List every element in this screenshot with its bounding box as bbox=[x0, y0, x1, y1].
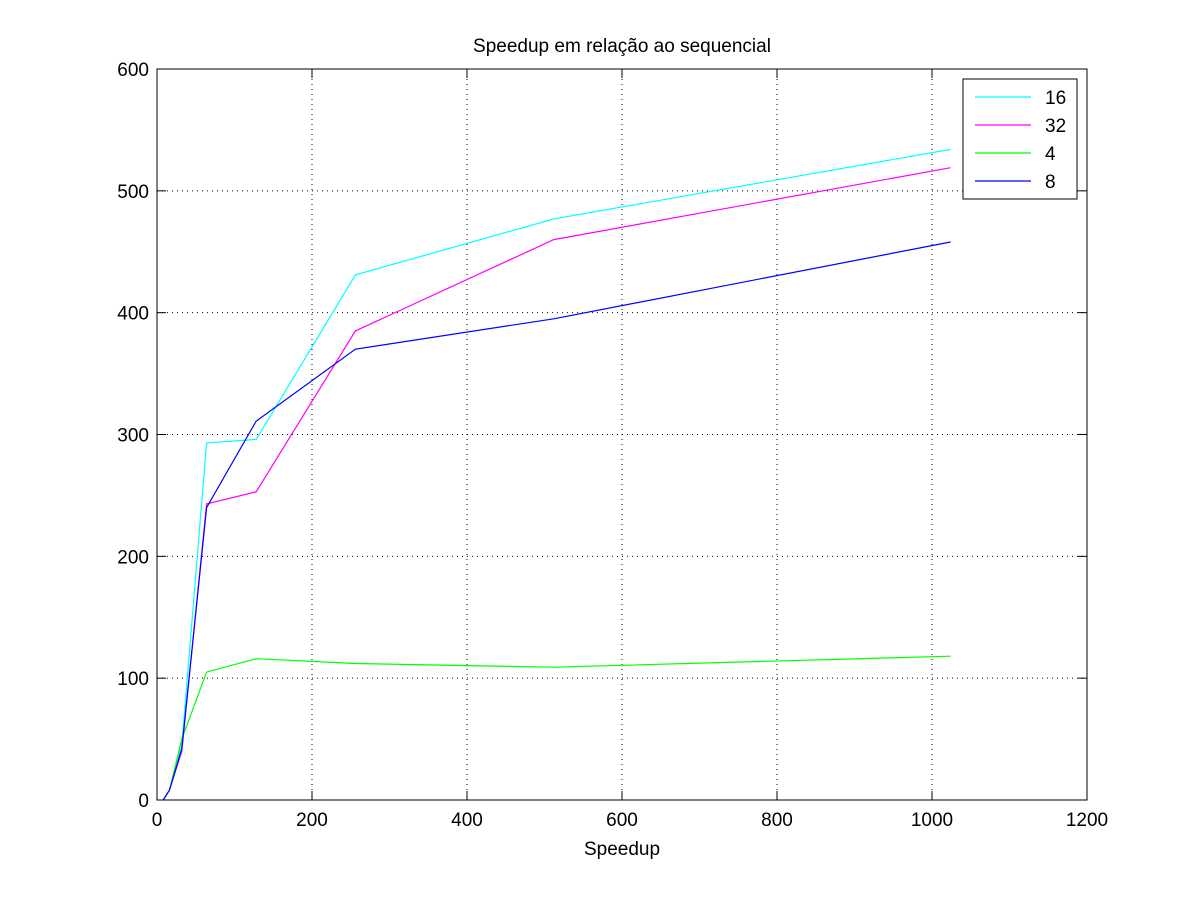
y-tick-label: 600 bbox=[117, 60, 149, 81]
series-line-8 bbox=[162, 241, 951, 801]
legend-label: 16 bbox=[1045, 88, 1066, 109]
y-tick-label: 400 bbox=[117, 304, 149, 325]
legend-label: 8 bbox=[1045, 172, 1056, 193]
legend-box bbox=[962, 78, 1078, 200]
x-tick-label: 200 bbox=[296, 810, 328, 831]
x-tick-label: 400 bbox=[451, 810, 483, 831]
legend-label: 4 bbox=[1045, 144, 1056, 165]
x-tick-label: 1200 bbox=[1066, 810, 1108, 831]
series-lines bbox=[162, 148, 951, 801]
x-tick-label: 800 bbox=[761, 810, 793, 831]
y-tick-label: 500 bbox=[117, 182, 149, 203]
axis-ticks: 0 200 400 600 800 1000 1200 0 100 200 300 400 500 600 bbox=[117, 60, 1108, 831]
legend-label: 32 bbox=[1045, 116, 1066, 137]
chart-title: Speedup em relação ao sequencial bbox=[473, 36, 771, 57]
y-tick-label: 0 bbox=[138, 791, 149, 812]
grid bbox=[157, 69, 1087, 800]
y-tick-label: 300 bbox=[117, 426, 149, 447]
x-axis-label: Speedup bbox=[584, 839, 660, 860]
x-tick-label: 1000 bbox=[911, 810, 953, 831]
y-tick-label: 200 bbox=[117, 547, 149, 568]
y-tick-label: 100 bbox=[117, 669, 149, 690]
x-tick-label: 600 bbox=[606, 810, 638, 831]
x-tick-label: 0 bbox=[152, 810, 163, 831]
